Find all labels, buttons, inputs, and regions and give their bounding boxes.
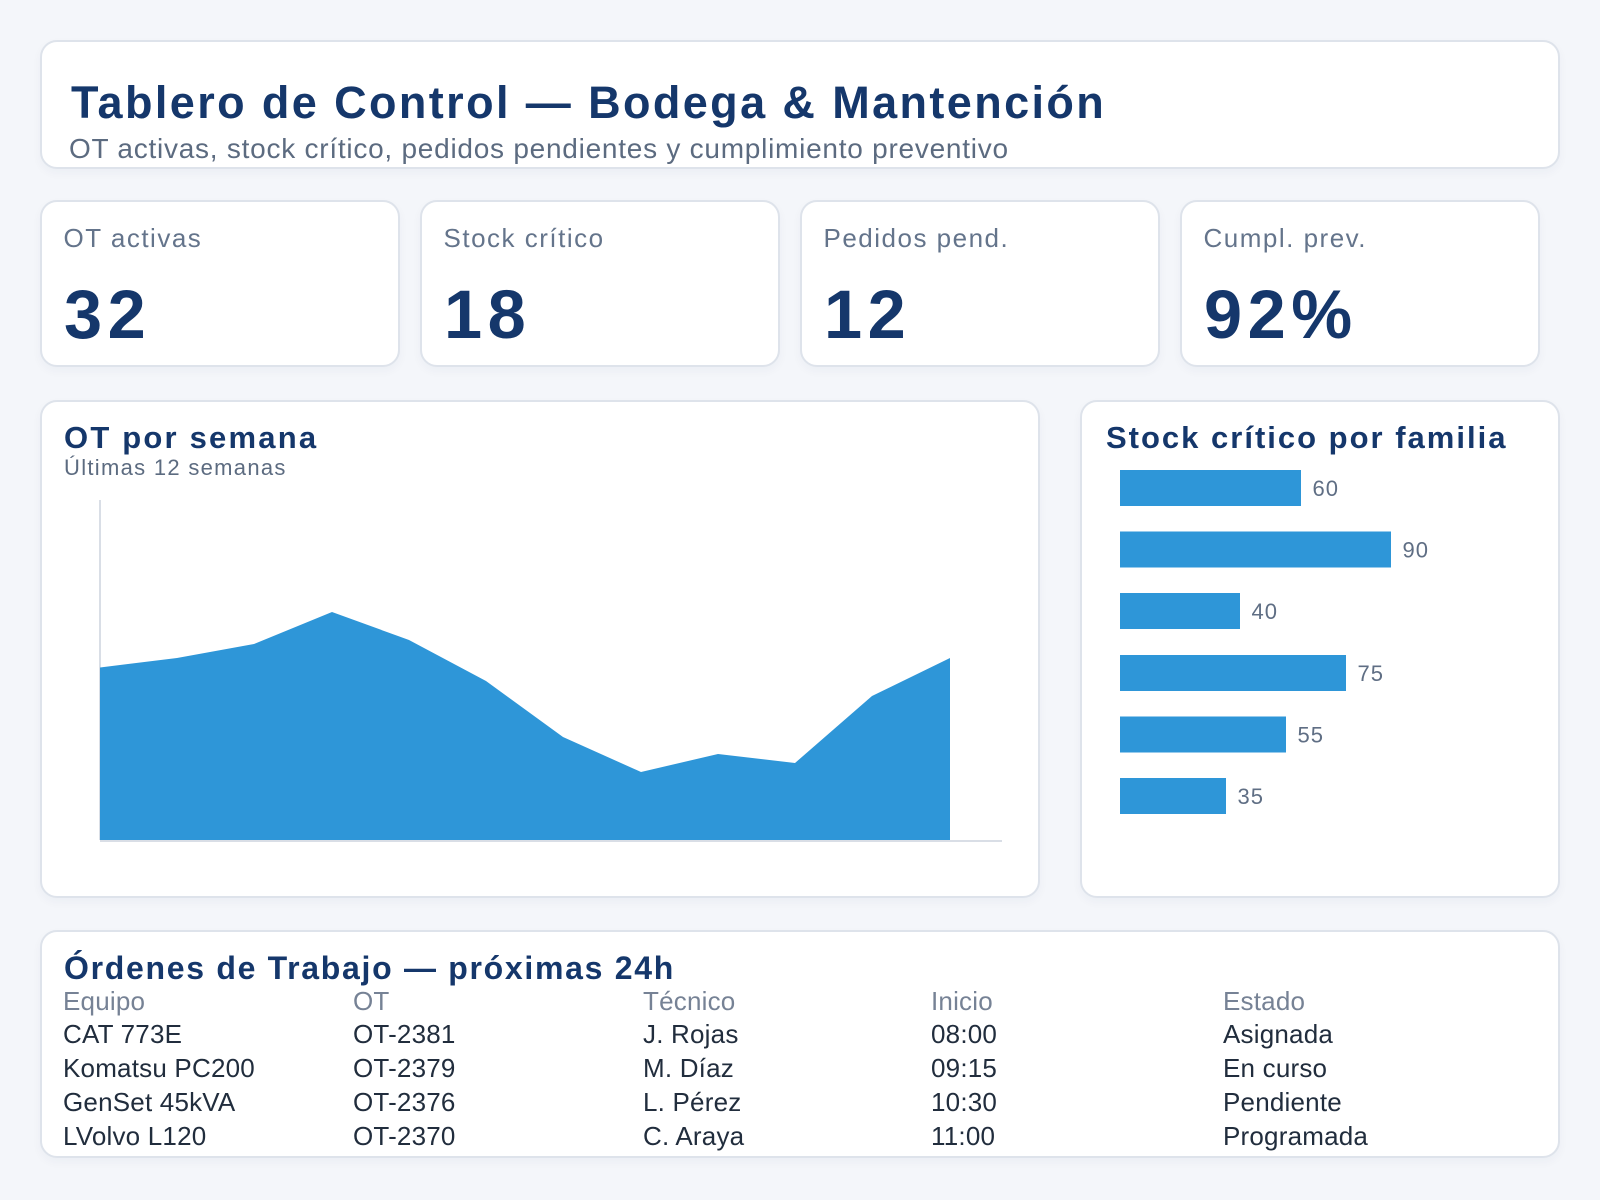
svg-text:75: 75 [1358,661,1384,686]
svg-text:90: 90 [1403,538,1429,563]
svg-text:40: 40 [1252,599,1278,624]
svg-text:55: 55 [1298,723,1324,748]
svg-text:60: 60 [1313,476,1339,501]
svg-text:35: 35 [1238,784,1264,809]
